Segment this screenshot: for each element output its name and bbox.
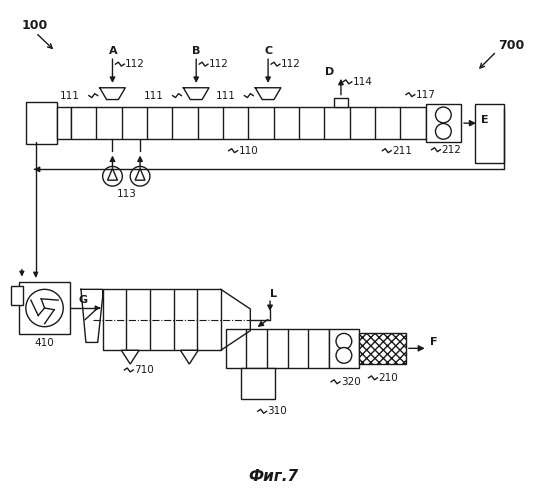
Bar: [26, 102, 57, 144]
Bar: [71, 108, 426, 139]
Polygon shape: [108, 168, 117, 180]
Bar: [359, 332, 406, 364]
Text: 410: 410: [34, 338, 55, 348]
Text: 112: 112: [209, 59, 229, 69]
Circle shape: [436, 107, 451, 123]
Text: G: G: [78, 295, 87, 305]
Text: 111: 111: [60, 90, 80, 101]
Bar: [225, 328, 329, 368]
Bar: [240, 368, 275, 400]
Circle shape: [26, 290, 63, 327]
Text: 112: 112: [281, 59, 301, 69]
Text: F: F: [430, 338, 437, 347]
Text: 700: 700: [498, 39, 525, 52]
Text: A: A: [109, 46, 117, 56]
Text: 111: 111: [216, 90, 235, 101]
Bar: [329, 328, 359, 368]
Text: D: D: [325, 67, 335, 77]
Polygon shape: [121, 350, 139, 364]
Polygon shape: [180, 350, 198, 364]
Circle shape: [103, 166, 122, 186]
Text: Фиг.7: Фиг.7: [248, 468, 298, 483]
Bar: [57, 108, 71, 139]
Text: L: L: [270, 289, 277, 299]
Bar: [103, 290, 221, 350]
Text: 710: 710: [134, 365, 154, 375]
Text: 211: 211: [392, 146, 412, 156]
Bar: [475, 104, 505, 164]
Text: 112: 112: [125, 59, 145, 69]
Bar: [334, 98, 348, 108]
Text: 320: 320: [341, 377, 361, 387]
Polygon shape: [135, 168, 145, 180]
Text: 113: 113: [116, 189, 136, 199]
Bar: [19, 282, 70, 334]
Bar: [11, 286, 23, 306]
Text: 114: 114: [353, 77, 372, 87]
Circle shape: [436, 124, 451, 139]
Text: 210: 210: [378, 373, 398, 383]
Text: B: B: [192, 46, 200, 56]
Bar: [426, 104, 461, 142]
Text: 111: 111: [144, 90, 164, 101]
Circle shape: [130, 166, 150, 186]
Circle shape: [336, 348, 352, 364]
Text: E: E: [481, 115, 489, 125]
Text: 310: 310: [268, 406, 287, 416]
Circle shape: [336, 334, 352, 349]
Text: 117: 117: [416, 90, 436, 100]
Text: 110: 110: [239, 146, 258, 156]
Text: C: C: [264, 46, 272, 56]
Text: 100: 100: [22, 20, 48, 32]
Text: 212: 212: [441, 144, 461, 154]
